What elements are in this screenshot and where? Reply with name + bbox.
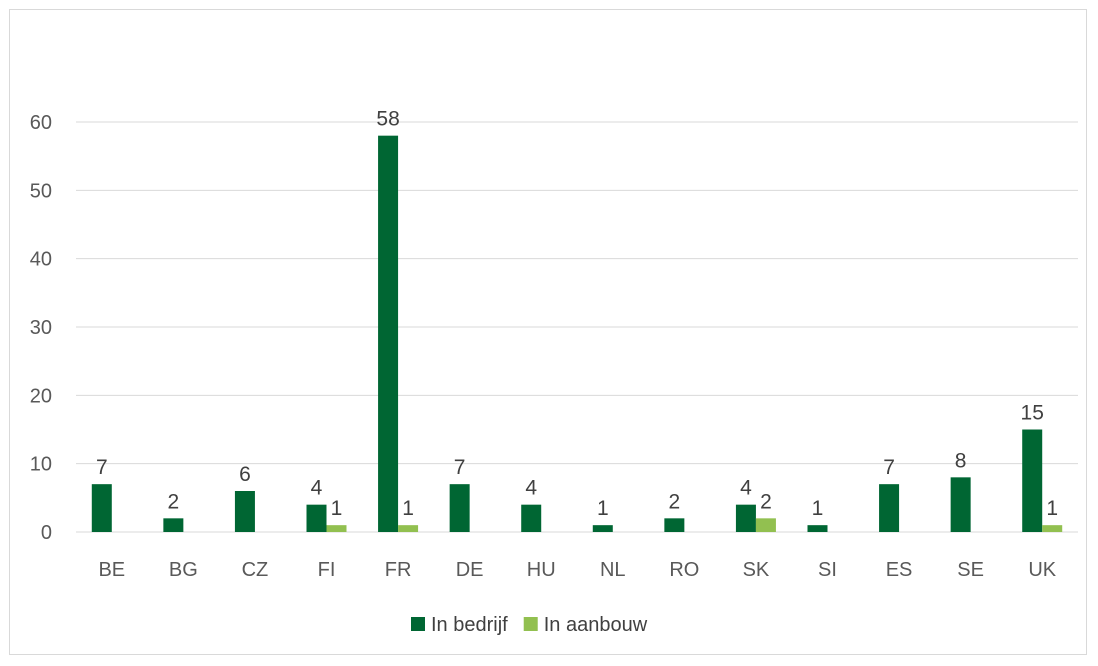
data-label: 58 [376, 108, 399, 131]
bar-in-bedrijf-be [91, 484, 112, 532]
data-label: 6 [239, 463, 251, 486]
y-tick-label: 60 [30, 112, 52, 134]
y-tick-label: 30 [30, 317, 52, 339]
data-label: 4 [525, 477, 537, 500]
data-label: 2 [669, 490, 681, 513]
data-label: 1 [597, 497, 609, 520]
bar-in-bedrijf-fi [306, 504, 327, 532]
bar-in-bedrijf-uk [1022, 429, 1043, 532]
data-label: 1 [812, 497, 824, 520]
data-label: 4 [740, 477, 752, 500]
data-label: 7 [883, 456, 895, 479]
bar-in-bedrijf-de [449, 484, 470, 532]
legend-swatch [411, 617, 425, 631]
bar-in-aanbouw-uk [1042, 525, 1063, 532]
data-label: 1 [331, 497, 343, 520]
legend-label: In bedrijf [431, 614, 508, 636]
data-label: 15 [1021, 402, 1044, 425]
y-tick-label: 40 [30, 249, 52, 271]
x-tick-label: DE [456, 559, 484, 581]
bar-in-bedrijf-sk [735, 504, 756, 532]
y-tick-label: 20 [30, 385, 52, 407]
bar-in-aanbouw-sk [755, 518, 776, 532]
x-tick-label: SE [957, 559, 984, 581]
bar-in-bedrijf-hu [521, 504, 542, 532]
y-tick-label: 50 [30, 180, 52, 202]
x-tick-label: ES [886, 559, 913, 581]
bar-in-bedrijf-bg [163, 518, 184, 532]
data-label: 4 [311, 477, 323, 500]
data-label: 8 [955, 449, 967, 472]
data-label: 1 [1046, 497, 1058, 520]
bar-in-aanbouw-fi [326, 525, 347, 532]
x-tick-label: NL [600, 559, 626, 581]
bars-layer [91, 135, 1063, 532]
y-tick-label: 0 [41, 522, 52, 544]
legend-swatch [523, 617, 538, 631]
x-tick-label: SK [743, 559, 770, 581]
labels-layer: 01020304050607BE2BG6CZ41FI581FR7DE4HU1NL… [30, 108, 1058, 581]
bar-in-bedrijf-se [950, 477, 971, 532]
grid-layer [76, 121, 1078, 533]
bar-in-bedrijf-fr [378, 135, 399, 532]
legend: In bedrijf In aanbouw [411, 614, 648, 636]
x-tick-label: BG [169, 559, 198, 581]
x-tick-label: HU [527, 559, 556, 581]
data-label: 2 [168, 490, 180, 513]
y-tick-label: 10 [30, 454, 52, 476]
legend-label: In aanbouw [544, 614, 648, 636]
bar-in-bedrijf-si [807, 525, 828, 532]
data-label: 7 [454, 456, 466, 479]
x-tick-label: SI [818, 559, 837, 581]
data-label: 7 [96, 456, 108, 479]
x-tick-label: UK [1028, 559, 1056, 581]
data-label: 2 [760, 490, 772, 513]
x-tick-label: FR [385, 559, 412, 581]
bar-in-bedrijf-es [879, 484, 900, 532]
bar-in-bedrijf-nl [592, 525, 613, 532]
data-label: 1 [402, 497, 414, 520]
bar-in-bedrijf-cz [234, 491, 255, 532]
legend-item-in-aanbouw: In aanbouw [523, 614, 648, 636]
x-tick-label: BE [98, 559, 125, 581]
x-tick-label: FI [318, 559, 336, 581]
x-tick-label: RO [669, 559, 699, 581]
bar-in-aanbouw-fr [398, 525, 419, 532]
chart-frame [9, 9, 1087, 655]
x-tick-label: CZ [242, 559, 269, 581]
legend-item-in-bedrijf: In bedrijf [411, 614, 508, 636]
bar-in-bedrijf-ro [664, 518, 685, 532]
